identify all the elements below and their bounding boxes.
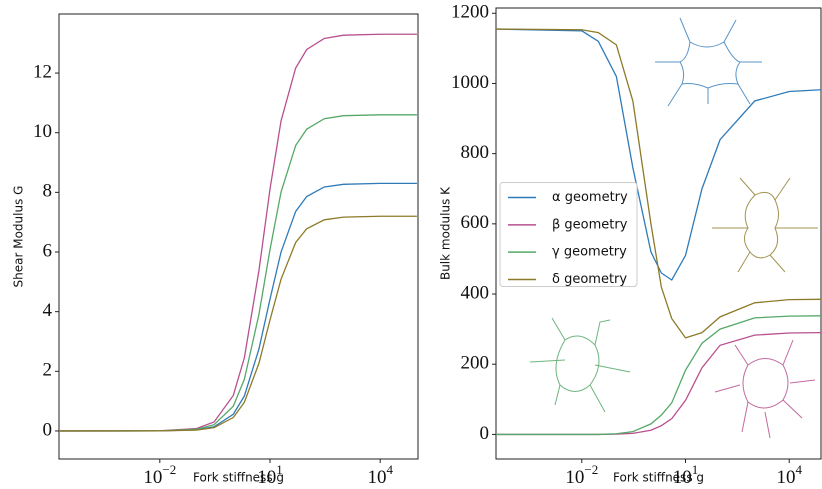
x-tick-base: 10 [367, 467, 386, 488]
x-tick-exponent: −2 [162, 462, 176, 477]
x-tick-exponent: −2 [584, 462, 598, 477]
y-tick-label: 800 [461, 142, 490, 163]
x-tick-exponent: 1 [692, 462, 699, 477]
series-line [496, 28, 821, 339]
x-axis-label: Fork stiffness g [193, 471, 284, 485]
y-axis-label: Bulk modulus K [439, 186, 453, 280]
y-tick-label: 12 [33, 61, 52, 82]
x-tick-label: 101 [257, 462, 283, 488]
x-tick-base: 10 [673, 467, 692, 488]
y-tick-label: 400 [461, 282, 490, 303]
y-tick-label: 0 [43, 419, 53, 440]
x-tick-base: 10 [257, 467, 276, 488]
series-line [496, 28, 821, 281]
plot-area [496, 28, 821, 436]
series-line [496, 332, 821, 436]
x-tick-label: 10−2 [565, 462, 598, 488]
y-tick-label: 0 [480, 423, 490, 444]
x-tick-base: 10 [143, 467, 162, 488]
legend-label: β geometry [552, 217, 628, 232]
y-tick-label: 2 [43, 360, 53, 381]
legend-label: δ geometry [552, 272, 627, 287]
y-tick-label: 1200 [451, 2, 489, 23]
series-line [59, 114, 417, 432]
y-tick-label: 1000 [451, 72, 489, 93]
x-tick-exponent: 4 [795, 462, 802, 477]
y-tick-label: 10 [33, 121, 52, 142]
plot-area [59, 33, 417, 432]
plot-frame [58, 13, 419, 460]
series-line [496, 315, 821, 436]
y-tick-label: 8 [43, 181, 53, 202]
x-tick-base: 10 [565, 467, 584, 488]
x-tick-label: 101 [673, 462, 699, 488]
legend-box [499, 182, 638, 287]
x-tick-label: 104 [367, 462, 393, 488]
x-tick-label: 10−2 [143, 462, 176, 488]
inset-gamma [529, 317, 631, 413]
x-tick-base: 10 [776, 467, 795, 488]
y-tick-label: 200 [461, 353, 490, 374]
inset-beta [714, 339, 816, 439]
y-tick-label: 4 [43, 300, 53, 321]
x-tick-label: 104 [776, 462, 802, 488]
legend-label: γ geometry [552, 245, 627, 260]
x-tick-exponent: 1 [276, 462, 283, 477]
y-axis-label: Shear Modulus G [12, 186, 26, 288]
legend-label: α geometry [552, 190, 628, 205]
inset-alpha [655, 17, 762, 107]
plot-frame [495, 7, 822, 460]
series-line [59, 215, 417, 432]
series-line [59, 33, 417, 432]
x-tick-exponent: 4 [386, 462, 393, 477]
y-tick-label: 6 [43, 240, 53, 261]
x-axis-label: Fork stiffness g [613, 471, 704, 485]
y-tick-label: 600 [461, 212, 490, 233]
inset-delta [712, 177, 818, 273]
